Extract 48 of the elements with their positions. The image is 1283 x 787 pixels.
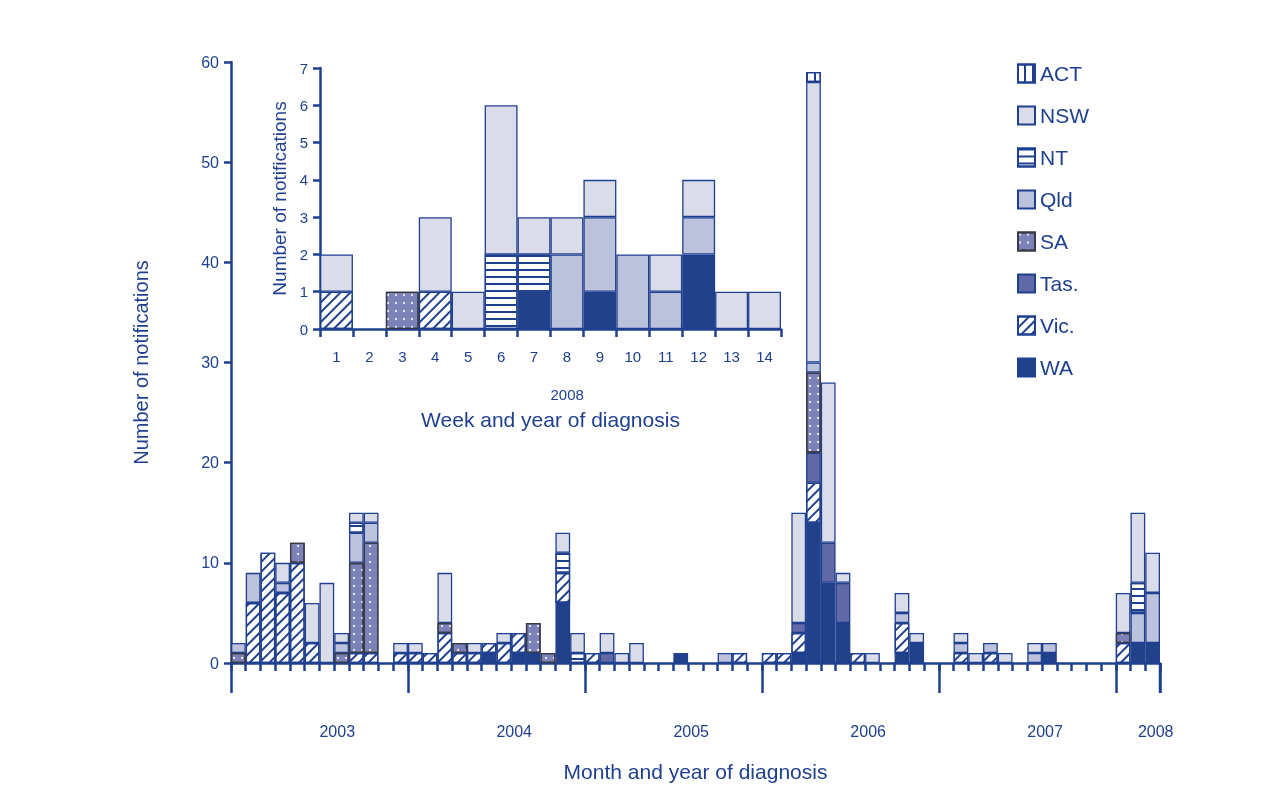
- text: 2005: [673, 722, 710, 740]
- y-tick-label: 20: [201, 454, 220, 472]
- x-axis-title: Week and year of diagnosis: [421, 408, 680, 431]
- x-tick-label: 7: [529, 348, 539, 365]
- y-tick-label: 3: [299, 208, 308, 226]
- y-tick-label: 1: [299, 283, 308, 301]
- x-tick-label: 12: [690, 348, 708, 365]
- y-tick-label: 6: [299, 96, 308, 114]
- text: 2004: [496, 722, 533, 740]
- legend-label: WA: [1040, 356, 1074, 379]
- x-tick-label: 2: [365, 348, 374, 365]
- x-tick-label: 13: [723, 348, 740, 365]
- text: 2007: [1027, 722, 1063, 740]
- x-tick-label: 14: [756, 348, 773, 365]
- legend-label: SA: [1040, 230, 1069, 253]
- legend-label: Qld: [1040, 188, 1073, 211]
- text: 2006: [850, 722, 887, 740]
- x-tick-label: 11: [657, 348, 674, 365]
- y-tick-label: 40: [201, 253, 220, 271]
- x-tick-label: 8: [562, 348, 572, 365]
- legend-label: NT: [1040, 146, 1069, 169]
- y-tick-label: 7: [299, 59, 308, 77]
- x-tick-label: 4: [431, 348, 440, 365]
- text: 2003: [319, 722, 356, 740]
- y-tick-label: 2: [299, 245, 308, 263]
- x-tick-label: 5: [464, 348, 473, 365]
- x-tick-label: 9: [595, 348, 605, 365]
- x-tick-label: 10: [624, 348, 642, 365]
- x-tick-label: 3: [398, 348, 407, 365]
- y-axis-title: Number of notifications: [268, 101, 290, 296]
- text: 2008: [1137, 722, 1174, 740]
- y-tick-label: 50: [201, 153, 220, 171]
- y-tick-label: 30: [201, 354, 220, 371]
- annotation: 2008: [550, 386, 584, 403]
- legend-label: Tas.: [1040, 272, 1079, 295]
- y-tick-label: 10: [201, 554, 220, 572]
- y-tick-label: 0: [210, 654, 220, 672]
- x-tick-label: 6: [496, 348, 506, 365]
- x-tick-label: 1: [332, 348, 341, 365]
- y-tick-label: 0: [299, 320, 308, 338]
- y-tick-label: 4: [299, 171, 308, 189]
- y-tick-label: 5: [299, 134, 308, 152]
- legend-label: ACT: [1040, 62, 1083, 85]
- legend-label: Vic.: [1040, 314, 1075, 337]
- y-tick-label: 60: [201, 53, 220, 71]
- legend-label: NSW: [1040, 104, 1090, 127]
- y-axis-title: Number of notifications: [130, 260, 152, 465]
- x-axis-title: Month and year of diagnosis: [563, 760, 828, 783]
